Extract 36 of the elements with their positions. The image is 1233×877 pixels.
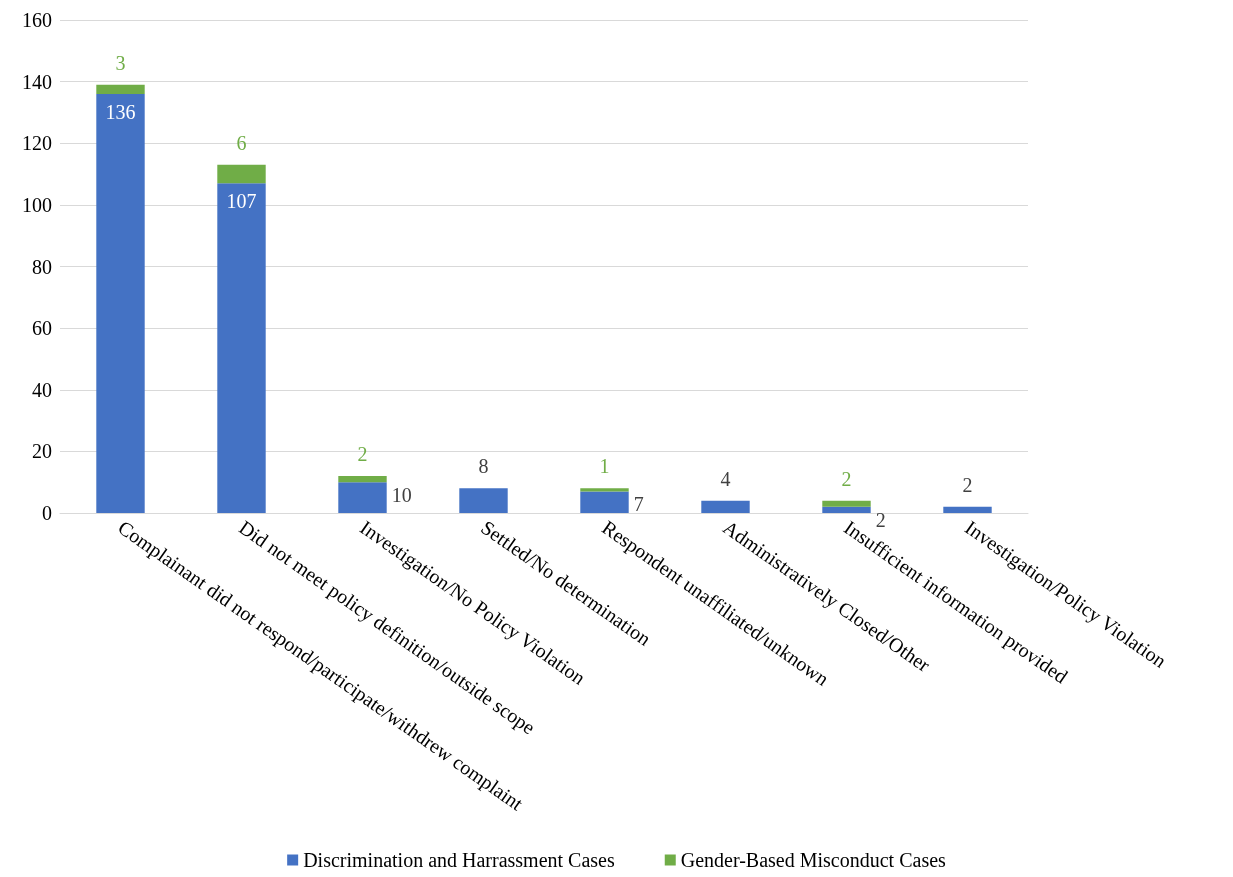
legend-label: Gender-Based Misconduct Cases [680,849,947,871]
data-label: 7 [633,493,644,516]
bar [580,488,629,492]
bar [96,84,145,94]
bar [217,183,266,513]
bar [580,491,629,513]
data-label: 1 [599,455,610,478]
data-label: 10 [391,484,412,507]
data-label: 3 [115,51,126,74]
data-label: 107 [226,190,257,213]
y-tick-label: 40 [32,378,52,401]
bar [96,93,145,513]
bar [822,500,871,507]
data-label: 2 [841,467,852,490]
y-tick-label: 140 [22,70,52,93]
data-label: 6 [236,131,247,154]
legend-label: Discrimination and Harrassment Cases [303,849,615,871]
y-tick-label: 0 [42,502,52,524]
bar [822,506,871,513]
y-tick-label: 100 [22,193,52,216]
bar [459,488,508,513]
y-tick-label: 60 [32,317,52,340]
data-label: 4 [720,467,731,490]
data-label: 8 [478,455,489,478]
data-label: 2 [962,473,973,496]
data-label: 2 [357,443,368,466]
y-tick-label: 20 [32,440,52,463]
bar [338,476,387,483]
y-tick-label: 120 [22,132,52,155]
bar [701,500,750,513]
bar [338,482,387,513]
y-tick-label: 80 [32,255,52,278]
bar [943,506,992,513]
bar [217,164,266,184]
data-label: 136 [105,100,136,123]
y-tick-label: 160 [22,9,52,31]
